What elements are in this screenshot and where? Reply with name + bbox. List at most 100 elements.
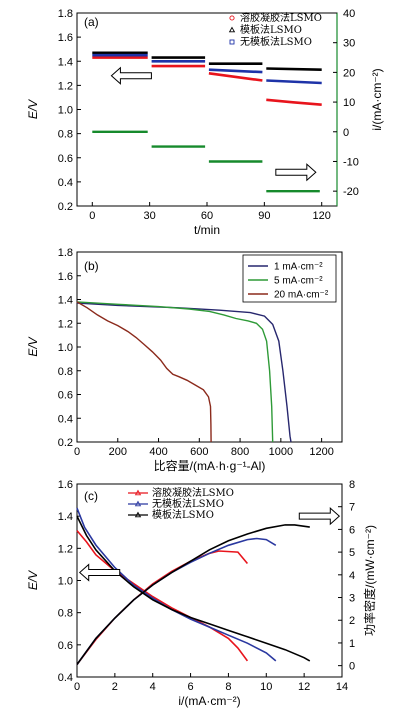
- x-axis-label: i/(mA·cm⁻²): [178, 694, 240, 708]
- x-tick-label: 12: [298, 681, 310, 693]
- x-tick-label: 1200: [309, 446, 333, 458]
- y-tick-label: 0.8: [58, 608, 73, 620]
- legend-label: 模板法LSMO: [152, 508, 214, 521]
- x-tick-label: 1000: [269, 446, 293, 458]
- x-tick-label: 10: [260, 681, 272, 693]
- y-axis-label: E/V: [26, 99, 40, 119]
- y-tick-label: 0.8: [58, 129, 73, 141]
- legend-label: 溶胶凝胶法LSMO: [240, 11, 322, 24]
- power-curve: [76, 524, 310, 665]
- panel-a: 0 30 60 90 120 0.2 0.4 0.6 0.8 1.0 1.2 1.4 1.6 1.8 -20…: [26, 8, 384, 237]
- x-axis-label: 比容量/(mA·h·g⁻¹-Al): [154, 458, 266, 473]
- y2-tick-label: 5: [349, 547, 355, 559]
- y2-axis-label: 功率密度/(mW·cm⁻²): [362, 525, 377, 636]
- x-tick-label: 6: [188, 681, 194, 693]
- panel-label: (a): [84, 15, 99, 29]
- legend-marker: [134, 500, 142, 507]
- x-tick-label: 14: [336, 681, 348, 693]
- y-tick-label: 1.6: [58, 32, 73, 44]
- y2-tick-label: -20: [343, 186, 359, 198]
- direction-arrow: [275, 163, 317, 182]
- x-tick-label: 800: [231, 446, 249, 458]
- y2-tick-label: 40: [343, 8, 355, 20]
- series-line: [76, 302, 292, 443]
- y2-tick-label: -10: [343, 156, 359, 168]
- y2-tick-label: 20: [343, 67, 355, 79]
- y-tick-label: 1.6: [58, 271, 73, 283]
- legend-marker: [229, 39, 235, 45]
- y-axis-label: E/V: [26, 570, 40, 590]
- panel-b: 0 200 400 600 800 1000 1200 0.2 0.4 0.6 0.8 1.0 1.2 1…: [26, 247, 343, 473]
- x-tick-label: 400: [149, 446, 167, 458]
- panel-label: (b): [84, 259, 99, 273]
- y2-tick-label: 2: [349, 615, 355, 627]
- y-tick-label: 1.0: [58, 105, 73, 117]
- x-tick-label: 0: [74, 446, 80, 458]
- x-tick-label: 30: [144, 210, 156, 222]
- y-tick-label: 1.0: [58, 576, 73, 588]
- y-tick-label: 0.4: [58, 177, 73, 189]
- legend-label: 无模板法LSMO: [240, 35, 312, 48]
- y2-tick-label: 0: [349, 661, 355, 673]
- y2-axis-label: i/(mA·cm⁻²): [370, 68, 384, 130]
- y-tick-label: 1.0: [58, 342, 73, 354]
- y-tick-label: 1.4: [58, 295, 73, 307]
- legend-marker: [228, 26, 236, 33]
- x-tick-label: 600: [190, 446, 208, 458]
- y-tick-label: 0.6: [58, 640, 73, 652]
- x-tick-label: 60: [201, 210, 213, 222]
- y-tick-label: 0.2: [58, 201, 73, 213]
- voltage-curve: [76, 515, 311, 662]
- x-tick-label: 200: [109, 446, 127, 458]
- legend-label: 20 mA·cm⁻²: [274, 290, 329, 301]
- y2-tick-label: 6: [349, 524, 355, 536]
- y2-tick-label: 0: [343, 127, 349, 139]
- y2-tick-label: 7: [349, 502, 355, 514]
- x-axis-label: t/min: [194, 223, 220, 237]
- x-tick-label: 120: [313, 210, 331, 222]
- panel-c: 0 2 4 6 8 10 12 140.40.60.81.01.21.41.601234567…: [26, 479, 377, 708]
- y2-tick-label: 10: [343, 97, 355, 109]
- series-line: [266, 67, 322, 71]
- y-tick-label: 1.4: [58, 56, 73, 68]
- y-tick-label: 1.8: [58, 8, 73, 20]
- y2-tick-label: 3: [349, 593, 355, 605]
- series-line: [208, 68, 263, 74]
- series-line: [266, 79, 322, 85]
- series-line: [76, 301, 274, 443]
- x-tick-label: 2: [112, 681, 118, 693]
- direction-arrow: [110, 66, 152, 85]
- y-axis-label: E/V: [26, 336, 40, 356]
- series-line: [76, 301, 212, 443]
- y-tick-label: 1.2: [58, 80, 73, 92]
- y2-tick-label: 1: [349, 638, 355, 650]
- legend-label: 溶胶凝胶法LSMO: [152, 486, 234, 499]
- y2-tick-label: 4: [349, 570, 355, 582]
- legend-label: 5 mA·cm⁻²: [274, 276, 323, 287]
- x-tick-label: 0: [74, 681, 80, 693]
- y-tick-label: 0.2: [58, 437, 73, 449]
- y-tick-label: 0.4: [58, 413, 73, 425]
- legend-marker: [134, 489, 142, 496]
- x-tick-label: 4: [150, 681, 156, 693]
- direction-arrow: [298, 507, 341, 526]
- legend-label: 无模板法LSMO: [152, 497, 224, 510]
- legend-label: 1 mA·cm⁻²: [274, 262, 323, 273]
- y-tick-label: 1.4: [58, 511, 73, 523]
- y-tick-label: 1.2: [58, 318, 73, 330]
- direction-arrow: [78, 563, 121, 582]
- x-tick-label: 8: [225, 681, 231, 693]
- voltage-curve: [76, 507, 277, 662]
- legend-marker: [229, 15, 235, 21]
- y-tick-label: 0.6: [58, 153, 73, 165]
- legend-label: 模板法LSMO: [240, 23, 302, 36]
- x-tick-label: 0: [89, 210, 95, 222]
- y2-tick-label: 8: [349, 479, 355, 491]
- series-line: [266, 98, 322, 106]
- power-curve: [76, 550, 249, 665]
- panel-label: (c): [84, 489, 98, 503]
- voltage-curve: [76, 530, 249, 662]
- series-line: [208, 72, 263, 82]
- x-tick-label: 90: [258, 210, 270, 222]
